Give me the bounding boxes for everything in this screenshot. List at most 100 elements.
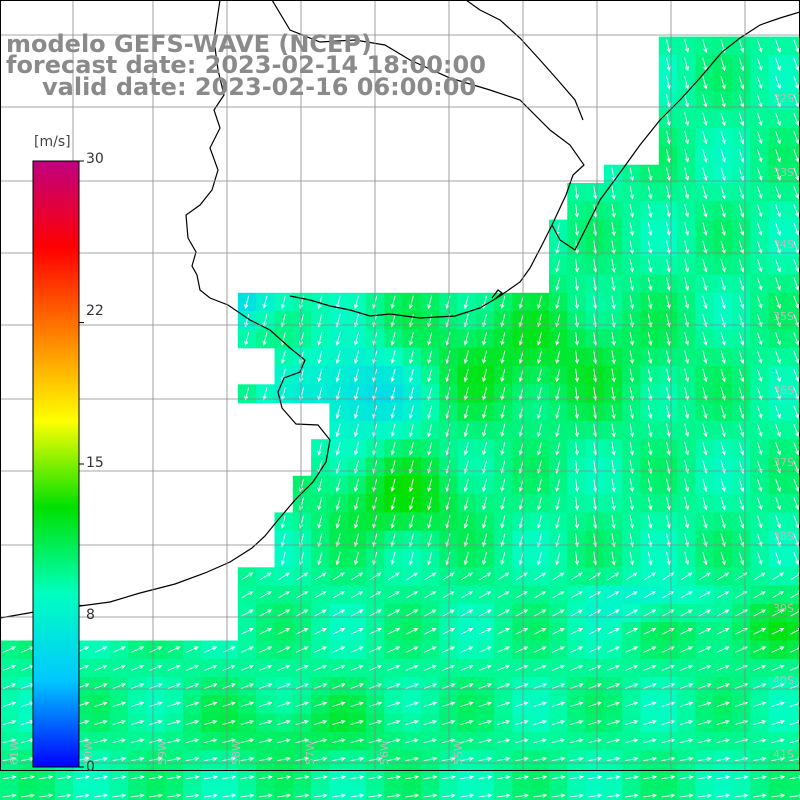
wind-arrow	[738, 496, 745, 511]
latitude-label: 40S	[773, 674, 794, 687]
wind-arrow	[335, 350, 341, 365]
wind-arrow	[666, 57, 671, 72]
wind-arrow	[738, 185, 745, 200]
latitude-label: 39S	[773, 602, 794, 615]
wind-arrow	[643, 664, 657, 671]
wind-arrow	[112, 664, 126, 671]
wind-arrow	[445, 387, 451, 401]
wind-arrow	[463, 423, 469, 438]
wind-arrow	[738, 57, 745, 72]
wind-arrow	[611, 277, 616, 292]
wind-arrow	[666, 496, 671, 511]
wind-arrow	[647, 533, 653, 548]
wind-speed-cell	[786, 366, 800, 385]
wind-arrow	[408, 551, 414, 566]
wind-arrow	[335, 423, 341, 438]
wind-arrow	[387, 664, 401, 671]
wind-arrow	[244, 313, 250, 328]
wind-arrow	[463, 496, 469, 511]
wind-arrow	[94, 646, 108, 653]
wind-arrow	[720, 387, 726, 401]
wind-arrow	[647, 368, 653, 383]
wind-arrow	[738, 551, 745, 566]
wind-arrow	[574, 350, 580, 365]
wind-arrow	[387, 628, 401, 635]
wind-arrow	[666, 149, 671, 163]
wind-arrow	[463, 313, 469, 328]
wind-arrow	[222, 719, 237, 726]
wind-arrow	[533, 590, 547, 599]
wind-arrow	[666, 368, 671, 383]
wind-arrow	[460, 646, 474, 653]
wind-speed-cell	[768, 786, 788, 800]
wind-arrow	[515, 590, 529, 599]
wind-speed-cell	[786, 512, 800, 532]
wind-speed-cell	[786, 603, 800, 623]
wind-speed-cell	[292, 786, 312, 800]
wind-arrow	[775, 204, 781, 218]
wind-arrow	[442, 590, 455, 599]
wind-speed-cell	[0, 786, 19, 800]
wind-arrow	[625, 628, 639, 635]
wind-arrow	[552, 646, 566, 653]
wind-arrow	[390, 441, 396, 456]
wind-arrow	[643, 683, 657, 689]
wind-arrow	[643, 572, 656, 581]
wind-arrow	[720, 167, 726, 182]
wind-arrow	[335, 533, 341, 548]
wind-arrow	[606, 701, 621, 707]
wind-arrow	[408, 405, 414, 419]
wind-arrow	[277, 664, 291, 671]
wind-speed-cell	[786, 640, 800, 660]
wind-arrow	[753, 590, 767, 599]
wind-arrow	[500, 350, 506, 365]
wind-arrow	[555, 551, 561, 566]
colorbar-tick-label: 8	[86, 607, 95, 623]
wind-arrow	[570, 683, 584, 689]
wind-arrow	[570, 646, 584, 653]
wind-arrow	[738, 441, 745, 456]
wind-arrow	[679, 683, 694, 689]
wind-arrow	[244, 332, 250, 346]
wind-arrow	[593, 332, 598, 347]
wind-speed-cell	[256, 786, 276, 800]
wind-arrow	[684, 496, 690, 511]
wind-arrow	[606, 719, 621, 726]
wind-arrow	[241, 572, 254, 581]
longitude-label: 58W	[230, 740, 243, 765]
wind-arrow	[702, 350, 708, 365]
wind-arrow	[244, 295, 250, 310]
wind-arrow	[771, 664, 785, 671]
wind-speed-cell	[475, 786, 495, 800]
wind-arrow	[607, 572, 620, 581]
wind-arrow	[629, 350, 635, 365]
wind-arrow	[647, 332, 653, 346]
wind-arrow	[775, 515, 781, 529]
wind-arrow	[666, 130, 671, 145]
wind-arrow	[500, 515, 506, 529]
wind-arrow	[259, 590, 272, 599]
wind-arrow	[185, 719, 200, 726]
wind-arrow	[793, 76, 800, 90]
wind-arrow	[716, 628, 730, 635]
wind-arrow	[335, 551, 341, 566]
wind-arrow	[241, 590, 254, 599]
wind-arrow	[684, 75, 690, 90]
wind-arrow	[684, 515, 690, 529]
wind-arrow	[647, 313, 653, 328]
wind-arrow	[259, 572, 272, 581]
wind-arrow	[2, 683, 17, 689]
wind-speed-cell	[567, 786, 587, 800]
wind-arrow	[570, 609, 584, 617]
wind-arrow	[552, 590, 565, 599]
wind-arrow	[771, 719, 786, 726]
wind-arrow	[427, 387, 433, 401]
wind-arrow	[332, 683, 346, 689]
wind-speed-cell	[201, 786, 221, 800]
wind-speed-cell	[786, 658, 800, 678]
wind-arrow	[702, 185, 708, 200]
wind-arrow	[390, 551, 396, 566]
wind-arrow	[574, 478, 580, 493]
wind-arrow	[515, 719, 529, 726]
wind-arrow	[643, 701, 657, 707]
